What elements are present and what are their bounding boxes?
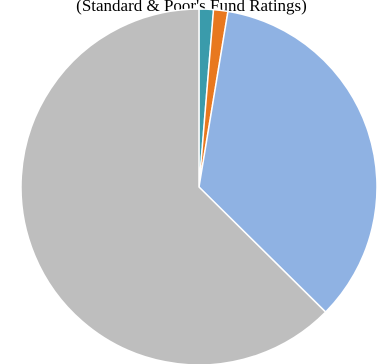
pie-slice-3 — [198, 10, 378, 313]
pie-slice-4 — [20, 8, 327, 364]
chart-subtitle: (Standard & Poor's Fund Ratings) — [76, 0, 307, 15]
